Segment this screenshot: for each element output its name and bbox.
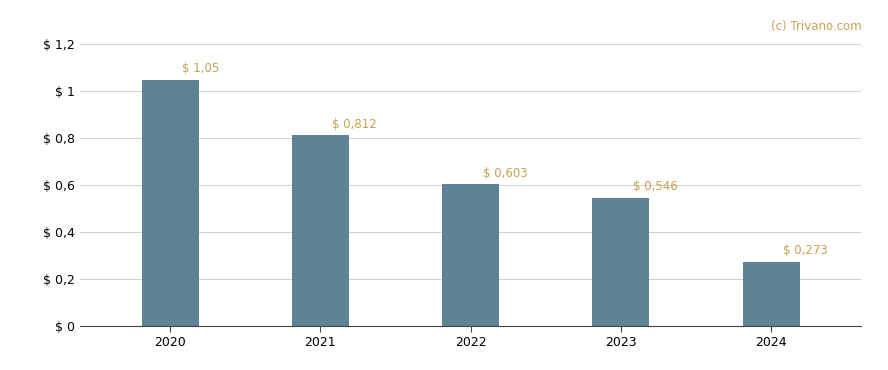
Text: $ 0,546: $ 0,546: [633, 181, 678, 194]
Bar: [292, 135, 349, 326]
Text: $ 0,273: $ 0,273: [783, 245, 828, 258]
Bar: [442, 184, 499, 326]
Text: (c) Trivano.com: (c) Trivano.com: [771, 20, 861, 33]
Text: $ 0,603: $ 0,603: [483, 167, 527, 180]
Bar: [141, 80, 199, 326]
Text: $ 0,812: $ 0,812: [332, 118, 377, 131]
Bar: [742, 262, 800, 326]
Bar: [592, 198, 649, 326]
Text: $ 1,05: $ 1,05: [182, 62, 219, 75]
